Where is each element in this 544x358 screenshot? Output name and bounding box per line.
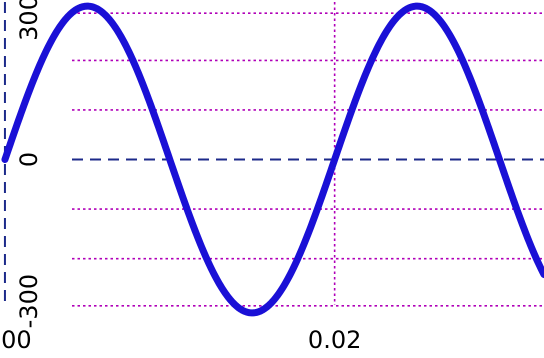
y-tick-label-300: 300 [15, 0, 43, 41]
y-tick-label-0: 0 [15, 152, 43, 167]
series-layer [1, 2, 544, 317]
grid-layer [72, 2, 544, 307]
x-tick-labels: 0.00 0.02 [0, 326, 361, 354]
y-tick-label-minus-300: -300 [15, 274, 43, 328]
x-tick-label-0-02: 0.02 [308, 326, 361, 354]
series-line-0 [1, 2, 544, 317]
x-tick-label-0-00: 0.00 [0, 326, 32, 354]
zero-lines [3, 2, 544, 305]
y-tick-labels: 300 0 -300 [15, 0, 43, 328]
